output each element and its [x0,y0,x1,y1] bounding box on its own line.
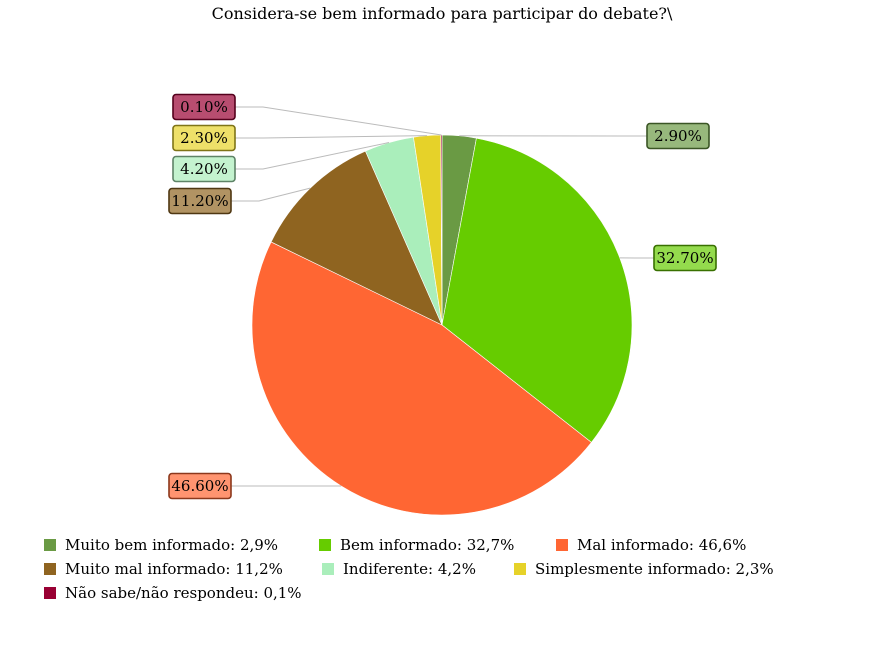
legend-label: Muito bem informado: 2,9% [65,536,279,554]
data-label-box [168,472,232,500]
pie-slice-muito-mal-informado [270,150,443,326]
leader-line-nao-sabe-nao-respondeu [235,106,442,136]
legend-label: Simplesmente informado: 2,3% [535,560,774,578]
data-label-mal-informado: 46.60% [168,472,232,500]
legend-item-muito-bem-informado: Muito bem informado: 2,9% [44,536,278,554]
data-label-indiferente: 4.20% [172,155,236,183]
data-label-text: 32.70% [656,249,713,267]
legend-label: Bem informado: 32,7% [340,536,515,554]
legend-swatch [514,563,526,575]
data-label-muito-mal-informado: 11.20% [168,187,232,215]
data-label-box [172,93,236,121]
legend-swatch [319,539,331,551]
data-label-box [168,187,232,215]
legend-label: Mal informado: 46,6% [577,536,747,554]
data-label-box [653,244,717,272]
data-label-muito-bem-informado: 2.90% [646,122,710,150]
legend-swatch [44,563,56,575]
legend-item-bem-informado: Bem informado: 32,7% [319,536,514,554]
data-label-text: 0.10% [180,98,228,116]
leader-line-simplesmente-informado [235,135,428,139]
chart-title: Considera-se bem informado para particip… [211,4,673,23]
legend-item-muito-mal-informado: Muito mal informado: 11,2% [44,560,283,578]
data-label-text: 46.60% [171,477,228,495]
legend-item-indiferente: Indiferente: 4,2% [322,560,476,578]
data-label-bem-informado: 32.70% [653,244,717,272]
data-label-text: 2.90% [654,127,702,145]
legend-item-mal-informado: Mal informado: 46,6% [556,536,746,554]
legend-label: Muito mal informado: 11,2% [65,560,283,578]
legend-item-nao-sabe-nao-respondeu: Não sabe/não respondeu: 0,1% [44,584,302,602]
data-label-text: 2.30% [180,129,228,147]
legend-swatch [322,563,334,575]
data-label-box [172,124,236,152]
pie-slice-mal-informado [251,241,592,516]
data-label-box [646,122,710,150]
data-label-box [172,155,236,183]
data-label-nao-sabe-nao-respondeu: 0.10% [172,93,236,121]
data-label-simplesmente-informado: 2.30% [172,124,236,152]
data-label-text: 11.20% [171,192,228,210]
data-label-text: 4.20% [180,160,228,178]
leader-line-indiferente [235,142,390,170]
legend-swatch [44,539,56,551]
leader-line-muito-mal-informado [231,187,311,202]
legend-item-simplesmente-informado: Simplesmente informado: 2,3% [514,560,774,578]
legend-label: Não sabe/não respondeu: 0,1% [65,584,302,602]
legend-label: Indiferente: 4,2% [343,560,476,578]
legend-swatch [44,587,56,599]
legend-swatch [556,539,568,551]
